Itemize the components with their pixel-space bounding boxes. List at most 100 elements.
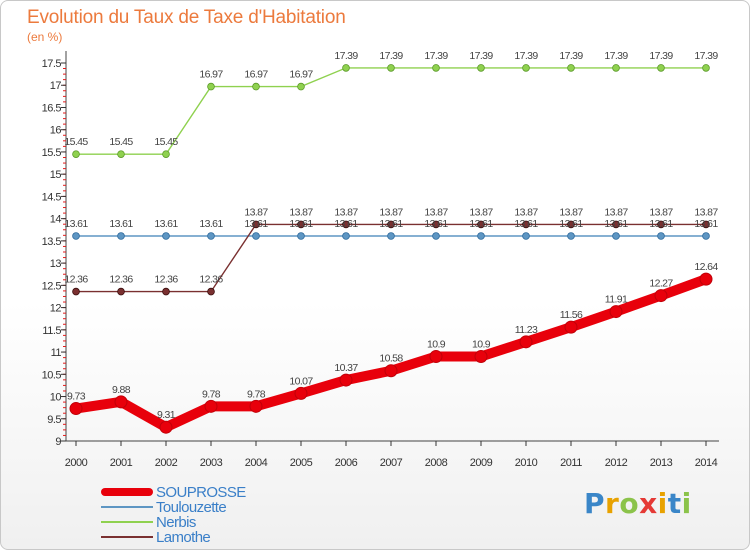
y-tick-label: 9 bbox=[55, 436, 61, 448]
data-point bbox=[162, 150, 170, 158]
y-tick-label: 13 bbox=[50, 258, 62, 270]
data-point bbox=[519, 335, 533, 349]
data-point bbox=[387, 220, 395, 229]
data-point bbox=[117, 150, 125, 158]
data-point bbox=[522, 64, 530, 72]
data-point bbox=[339, 373, 353, 387]
logo-letter: t bbox=[667, 487, 682, 520]
data-point bbox=[342, 64, 350, 72]
chart-title: Evolution du Taux de Taxe d'Habitation bbox=[27, 7, 346, 28]
data-label: 13.87 bbox=[604, 206, 628, 218]
data-point bbox=[297, 220, 305, 229]
chart-series bbox=[69, 64, 713, 434]
legend-label: Toulouzette bbox=[156, 499, 227, 516]
data-point bbox=[207, 82, 215, 91]
legend-label: SOUPROSSE bbox=[156, 484, 246, 501]
data-point bbox=[117, 232, 125, 240]
data-label: 9.78 bbox=[202, 388, 221, 400]
x-tick-label: 2006 bbox=[335, 457, 358, 469]
legend-swatch bbox=[101, 536, 153, 538]
data-point bbox=[567, 64, 575, 72]
data-label: 17.39 bbox=[469, 50, 493, 62]
data-label: 12.64 bbox=[694, 261, 718, 273]
data-point bbox=[204, 399, 218, 413]
data-point bbox=[69, 402, 83, 416]
data-label: 13.61 bbox=[109, 218, 133, 230]
data-label: 13.61 bbox=[559, 218, 583, 230]
data-point bbox=[72, 232, 80, 240]
data-label: 17.39 bbox=[424, 50, 448, 62]
logo-letter: r bbox=[605, 487, 620, 520]
data-point bbox=[159, 420, 173, 434]
x-tick-label: 2012 bbox=[605, 457, 628, 469]
data-label: 13.61 bbox=[199, 218, 223, 230]
x-tick-label: 2001 bbox=[110, 457, 133, 469]
data-label: 15.45 bbox=[64, 136, 88, 148]
data-label: 9.31 bbox=[157, 409, 176, 421]
data-label: 10.9 bbox=[472, 339, 491, 351]
data-point bbox=[297, 232, 305, 240]
data-point bbox=[657, 232, 665, 240]
data-label: 10.58 bbox=[379, 353, 403, 365]
data-label: 13.87 bbox=[379, 206, 403, 218]
data-label: 12.36 bbox=[199, 274, 223, 286]
data-label: 13.61 bbox=[379, 218, 403, 230]
data-label: 17.39 bbox=[559, 50, 583, 62]
data-point bbox=[612, 64, 620, 72]
data-label: 12.27 bbox=[649, 278, 673, 290]
chart-axes: 9 9.5 10 10.5 11 11.5 12 12.5 13 13.5 14 14.5 15 15.5… bbox=[42, 51, 719, 469]
data-label: 13.61 bbox=[469, 218, 493, 230]
chart-data-labels: 9.73 9.88 9.31 9.78 9.78 10.07 10.37 10.58 10.9 1… bbox=[64, 50, 719, 421]
data-point bbox=[207, 232, 215, 240]
data-label: 13.87 bbox=[559, 206, 583, 218]
data-point bbox=[477, 232, 485, 240]
data-label: 15.45 bbox=[154, 136, 178, 148]
data-label: 9.78 bbox=[247, 388, 266, 400]
data-label: 13.61 bbox=[424, 218, 448, 230]
data-point bbox=[612, 232, 620, 240]
data-label: 13.87 bbox=[694, 206, 718, 218]
x-tick-label: 2014 bbox=[695, 457, 718, 469]
legend-label: Lamothe bbox=[156, 529, 211, 546]
data-point bbox=[297, 82, 305, 91]
data-label: 9.73 bbox=[67, 391, 86, 403]
data-label: 13.61 bbox=[649, 218, 673, 230]
data-point bbox=[162, 232, 170, 240]
data-label: 11.91 bbox=[605, 294, 628, 306]
data-label: 10.37 bbox=[334, 362, 358, 374]
logo-letter: i bbox=[681, 487, 692, 520]
data-label: 16.97 bbox=[199, 69, 223, 81]
data-label: 10.07 bbox=[289, 375, 313, 387]
x-tick-label: 2008 bbox=[425, 457, 448, 469]
data-label: 13.61 bbox=[244, 218, 268, 230]
data-label: 16.97 bbox=[244, 69, 268, 81]
logo-letter: i bbox=[657, 487, 668, 520]
series-toulouzette bbox=[72, 232, 710, 240]
data-label: 15.45 bbox=[109, 136, 133, 148]
data-label: 13.87 bbox=[244, 206, 268, 218]
data-point bbox=[342, 232, 350, 240]
y-tick-label: 14 bbox=[50, 214, 62, 226]
data-point bbox=[702, 232, 710, 240]
series-souprosse bbox=[69, 272, 713, 434]
y-tick-label: 16 bbox=[50, 125, 62, 137]
data-point bbox=[432, 232, 440, 240]
y-tick-label: 10.5 bbox=[42, 369, 62, 381]
proxiti-logo: Proxiti bbox=[584, 487, 692, 520]
data-label: 13.87 bbox=[334, 206, 358, 218]
data-point bbox=[387, 232, 395, 240]
x-tick-label: 2009 bbox=[470, 457, 493, 469]
data-label: 13.87 bbox=[289, 206, 313, 218]
data-label: 17.39 bbox=[694, 50, 718, 62]
data-label: 9.88 bbox=[112, 384, 131, 396]
data-point bbox=[162, 287, 170, 296]
x-tick-label: 2010 bbox=[515, 457, 538, 469]
data-point bbox=[249, 399, 263, 413]
logo-letter: o bbox=[619, 487, 640, 520]
data-point bbox=[699, 272, 713, 286]
data-point bbox=[702, 64, 710, 72]
data-label: 13.61 bbox=[334, 218, 358, 230]
data-point bbox=[657, 64, 665, 72]
data-point bbox=[294, 386, 308, 400]
y-tick-label: 12.5 bbox=[42, 280, 62, 292]
